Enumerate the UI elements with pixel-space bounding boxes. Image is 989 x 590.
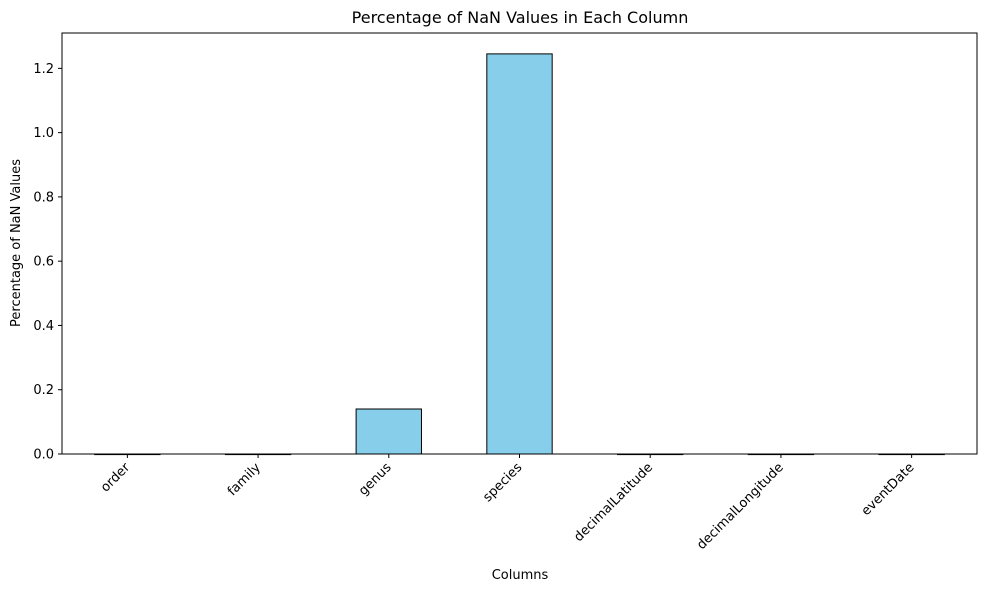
- y-tick-label: 1.0: [33, 126, 54, 141]
- bar-species: [486, 53, 553, 455]
- plot-frame: [61, 32, 978, 455]
- x-tick-label-species: species: [480, 460, 525, 505]
- x-tick-label-decimalLongitude: decimalLongitude: [694, 460, 787, 553]
- x-ticks-group: order family genus species decimalLatitude de…: [98, 454, 917, 553]
- y-ticks-group: 0.0 0.2 0.4 0.6 0.8 1.0 1.2: [33, 62, 62, 463]
- y-tick-label: 0.4: [33, 319, 54, 334]
- x-tick-label-family: family: [225, 460, 264, 499]
- y-tick-label: 0.8: [33, 190, 54, 205]
- chart-title: Percentage of NaN Values in Each Column: [352, 8, 689, 27]
- x-tick-label-decimalLatitude: decimalLatitude: [571, 460, 656, 545]
- x-axis-label: Columns: [492, 568, 549, 583]
- y-tick-label: 1.2: [33, 62, 54, 77]
- y-tick-label: 0.0: [33, 448, 54, 463]
- y-tick-label: 0.2: [33, 383, 54, 398]
- x-tick-label-eventDate: eventDate: [859, 460, 918, 519]
- bar-genus: [355, 408, 422, 455]
- x-tick-label-genus: genus: [356, 460, 395, 499]
- y-tick-label: 0.6: [33, 255, 54, 270]
- x-tick-label-order: order: [98, 460, 134, 496]
- bars-group: [94, 53, 945, 456]
- y-axis-label: Percentage of NaN Values: [9, 159, 24, 327]
